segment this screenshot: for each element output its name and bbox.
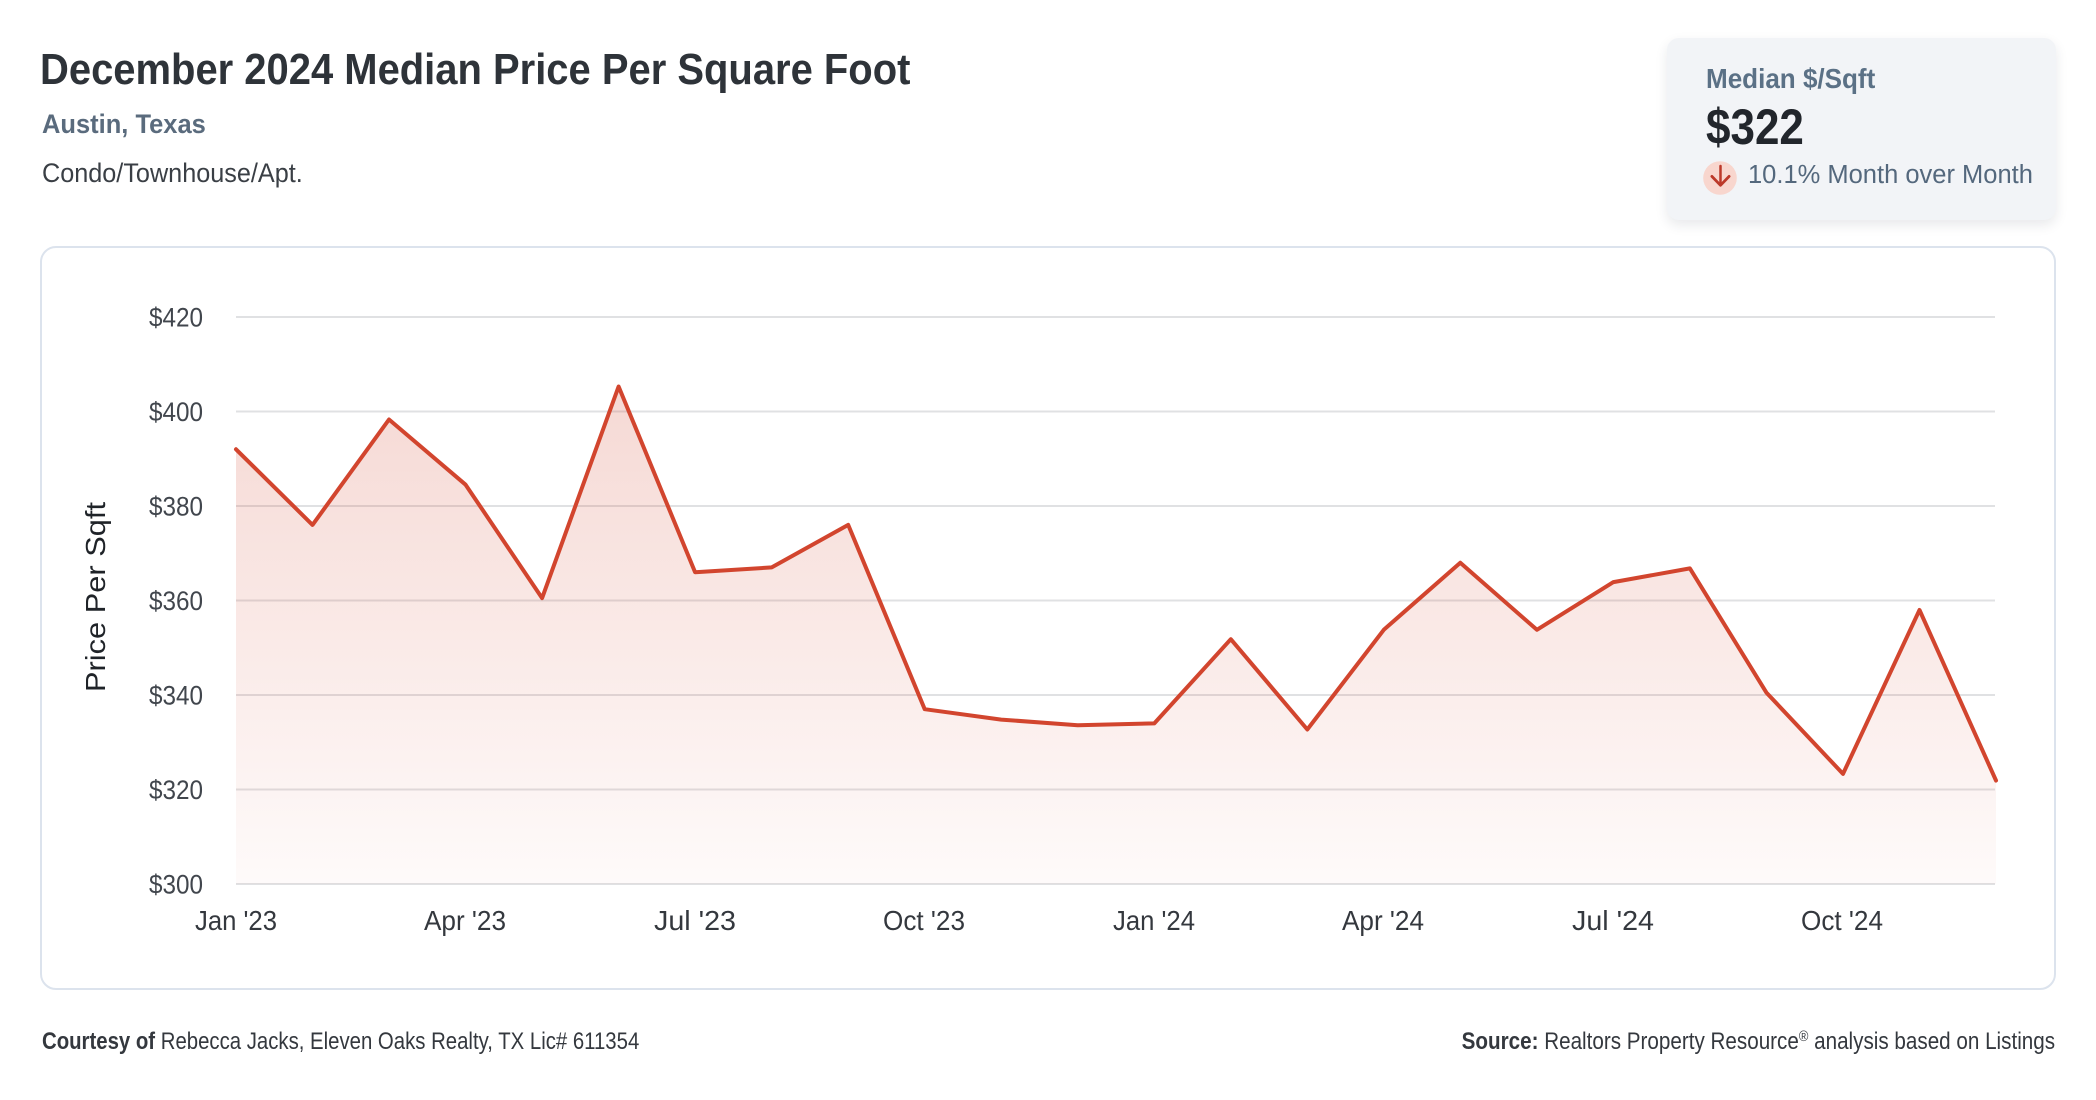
svg-text:$340: $340: [149, 681, 203, 711]
svg-text:Price Per Sqft: Price Per Sqft: [80, 502, 111, 692]
svg-text:Apr '24: Apr '24: [1342, 905, 1424, 936]
svg-text:Jan '23: Jan '23: [195, 905, 277, 936]
svg-text:Oct '24: Oct '24: [1801, 905, 1883, 936]
svg-text:Oct '23: Oct '23: [883, 905, 965, 936]
svg-text:$420: $420: [149, 303, 203, 333]
svg-text:Apr '23: Apr '23: [424, 905, 506, 936]
svg-text:$380: $380: [149, 492, 203, 522]
svg-text:Jan '24: Jan '24: [1113, 905, 1195, 936]
svg-text:Jul '23: Jul '23: [654, 905, 736, 936]
svg-text:$300: $300: [149, 870, 203, 900]
svg-text:$400: $400: [149, 397, 203, 427]
svg-text:$360: $360: [149, 586, 203, 616]
svg-text:Jul '24: Jul '24: [1572, 905, 1654, 936]
svg-text:$320: $320: [149, 775, 203, 805]
